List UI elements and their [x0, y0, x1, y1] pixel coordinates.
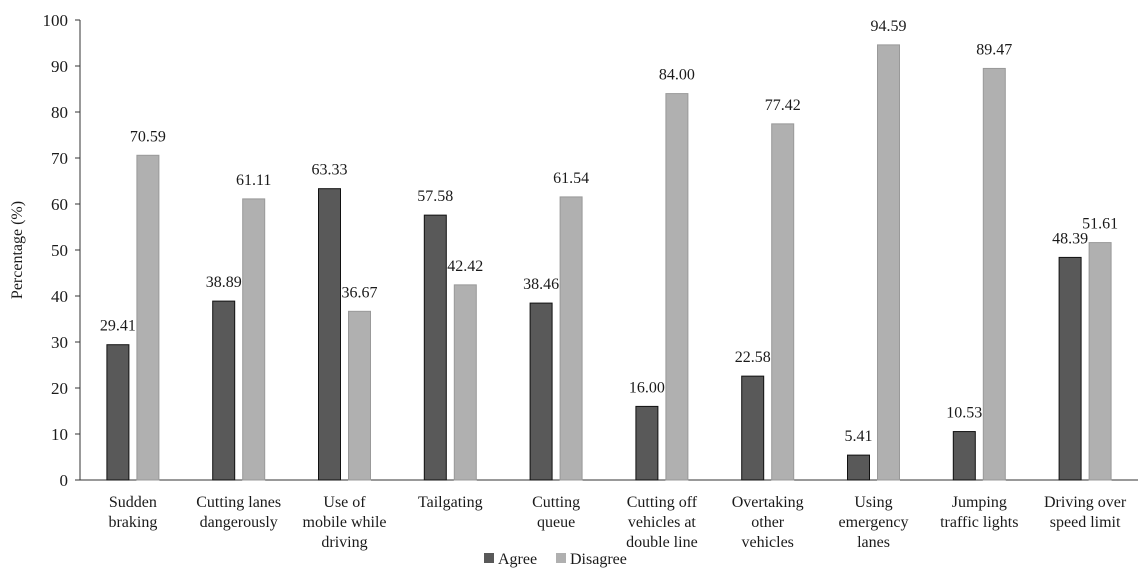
legend-label-agree: Agree — [498, 551, 537, 568]
bar-disagree-1 — [242, 198, 266, 481]
data-label-disagree-2: 36.67 — [342, 284, 378, 301]
data-label-agree-5: 16.00 — [629, 379, 665, 396]
category-label-line: vehicles at — [628, 514, 697, 531]
bar-disagree-4 — [559, 196, 583, 481]
category-label-line: braking — [108, 514, 157, 531]
category-label-line: Jumping — [952, 494, 1007, 511]
data-label-disagree-9: 51.61 — [1082, 216, 1118, 233]
category-label-line: Cutting lanes — [196, 494, 281, 511]
category-label-0: Sudden braking — [108, 494, 157, 531]
bar-agree-3 — [423, 214, 447, 481]
y-tick-label: 80 — [51, 103, 68, 122]
category-label-4: Cutting queue — [532, 494, 580, 531]
legend-swatch-agree — [484, 553, 494, 563]
category-label-line: speed limit — [1050, 514, 1121, 531]
bar-disagree-3 — [453, 284, 477, 481]
y-tick-label: 90 — [51, 57, 68, 76]
category-label-line: Overtaking — [732, 494, 804, 511]
category-label-line: traffic lights — [940, 514, 1018, 531]
category-label-line: mobile while — [303, 514, 387, 531]
category-label-line: double line — [626, 534, 698, 551]
bar-agree-4 — [529, 302, 553, 481]
data-label-disagree-7: 94.59 — [871, 18, 907, 35]
data-label-agree-6: 22.58 — [735, 349, 771, 366]
data-label-agree-9: 48.39 — [1052, 230, 1088, 247]
data-label-disagree-0: 70.59 — [130, 128, 166, 145]
data-label-disagree-1: 61.11 — [236, 172, 271, 189]
bar-disagree-2 — [348, 310, 371, 481]
bar-disagree-6 — [771, 123, 795, 481]
category-label-line: Cutting off — [627, 494, 698, 511]
y-ticks: 0 10 20 30 40 50 60 70 80 90 100 — [43, 11, 80, 490]
data-label-disagree-4: 61.54 — [553, 170, 589, 187]
category-label-3: Tailgating — [418, 494, 483, 511]
bar-agree-7 — [847, 454, 870, 481]
y-tick-label: 30 — [51, 333, 68, 352]
category-label-9: Driving over speed limit — [1044, 494, 1127, 531]
data-label-agree-2: 63.33 — [312, 162, 348, 179]
data-label-disagree-5: 84.00 — [659, 67, 695, 84]
category-label-line: Using — [854, 494, 892, 511]
y-tick-label: 60 — [51, 195, 68, 214]
legend: Agree Disagree — [484, 551, 627, 568]
category-label-line: queue — [537, 514, 575, 531]
bar-disagree-0 — [136, 154, 160, 481]
category-label-line: Tailgating — [418, 494, 483, 511]
data-label-agree-3: 57.58 — [417, 188, 453, 205]
category-label-line: emergency — [839, 514, 909, 531]
bar-disagree-9 — [1088, 242, 1112, 481]
y-tick-label: 20 — [51, 379, 68, 398]
bar-agree-1 — [212, 300, 236, 481]
y-tick-label: 100 — [43, 11, 69, 30]
legend-label-disagree: Disagree — [570, 551, 627, 568]
bar-disagree-8 — [982, 67, 1006, 481]
category-label-line: lanes — [857, 534, 890, 551]
bars — [106, 44, 1112, 481]
bar-agree-6 — [741, 375, 765, 481]
category-label-1: Cutting lanes dangerously — [196, 494, 281, 531]
y-tick-label: 0 — [60, 471, 69, 490]
y-tick-label: 50 — [51, 241, 68, 260]
category-label-line: dangerously — [200, 514, 278, 531]
bar-agree-5 — [635, 405, 659, 481]
category-label-line: driving — [321, 534, 367, 551]
data-label-agree-0: 29.41 — [100, 318, 136, 335]
bar-agree-2 — [318, 188, 341, 481]
category-label-8: Jumping traffic lights — [940, 494, 1018, 531]
bar-agree-8 — [952, 431, 976, 481]
category-label-7: Using emergency lanes — [839, 494, 909, 551]
bar-agree-9 — [1058, 256, 1082, 481]
data-label-agree-4: 38.46 — [523, 276, 559, 293]
category-label-2: Use of mobile while driving — [303, 494, 387, 551]
data-label-disagree-8: 89.47 — [976, 41, 1012, 58]
category-label-line: Cutting — [532, 494, 580, 511]
bar-disagree-5 — [665, 93, 689, 481]
data-labels: 29.41 70.59 38.89 61.11 63.33 36.67 57.58 42.42… — [100, 18, 1118, 445]
data-label-agree-8: 10.53 — [946, 405, 982, 422]
category-label-line: other — [751, 514, 785, 531]
category-label-line: Use of — [323, 494, 366, 511]
y-tick-label: 70 — [51, 149, 68, 168]
category-label-5: Cutting off vehicles at double line — [626, 494, 698, 551]
bar-agree-0 — [106, 344, 130, 481]
y-axis-label: Percentage (%) — [9, 201, 26, 299]
data-label-agree-1: 38.89 — [206, 274, 242, 291]
data-label-agree-7: 5.41 — [845, 428, 873, 445]
data-label-disagree-6: 77.42 — [765, 97, 801, 114]
y-tick-label: 40 — [51, 287, 68, 306]
legend-swatch-disagree — [556, 553, 566, 563]
y-tick-label: 10 — [51, 425, 68, 444]
category-label-line: Sudden — [109, 494, 157, 511]
category-label-line: vehicles — [741, 534, 793, 551]
category-labels: Sudden braking Cutting lanes dangerously Use… — [108, 494, 1126, 551]
bar-disagree-7 — [877, 44, 900, 481]
category-label-6: Overtaking other vehicles — [732, 494, 804, 551]
category-label-line: Driving over — [1044, 494, 1127, 511]
data-label-disagree-3: 42.42 — [447, 258, 483, 275]
